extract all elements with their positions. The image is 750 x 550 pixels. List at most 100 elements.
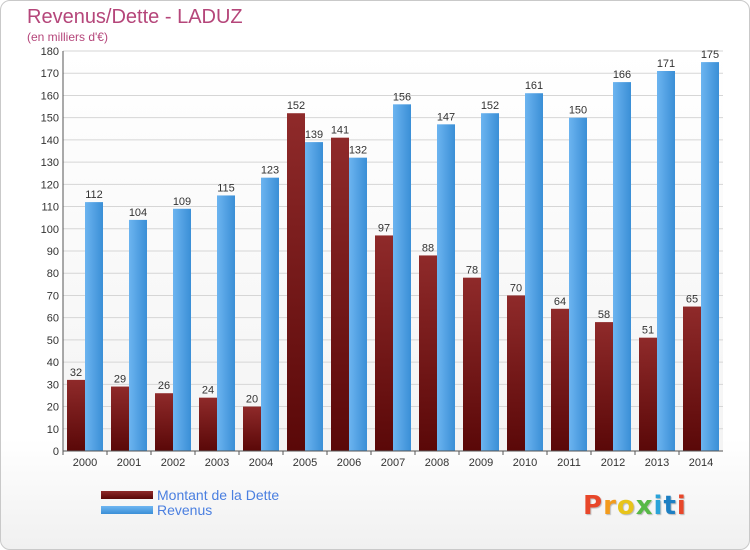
x-tick-label: 2002 <box>161 457 185 469</box>
data-label-debt: 32 <box>70 367 82 379</box>
chart-title: Revenus/Dette - LADUZ <box>27 6 243 28</box>
x-axis-labels: 2000 2001 2002 2003 2004 2005 2006 2007 2008 2009… <box>62 451 713 469</box>
x-tick-label: 2011 <box>557 457 581 469</box>
bar-revenue <box>129 219 147 451</box>
y-tick-label: 20 <box>47 402 59 414</box>
x-tick-label: 2010 <box>513 457 537 469</box>
x-tick-label: 2014 <box>689 457 713 469</box>
data-label-revenue: 109 <box>173 196 191 208</box>
bar-debt <box>375 235 393 451</box>
data-label-debt: 65 <box>686 294 698 306</box>
y-tick-label: 30 <box>47 379 59 391</box>
data-label-debt: 20 <box>246 394 258 406</box>
proxiti-logo: Proxiti <box>583 491 687 521</box>
bar-debt <box>507 295 525 451</box>
bar-debt <box>243 406 261 451</box>
data-label-revenue: 166 <box>613 69 631 81</box>
data-label-debt: 70 <box>510 282 522 294</box>
data-label-revenue: 156 <box>393 91 411 103</box>
bar-debt <box>67 379 85 451</box>
bar-revenue <box>85 202 103 451</box>
data-label-debt: 64 <box>554 296 566 308</box>
x-tick-label: 2006 <box>337 457 361 469</box>
bar-debt <box>551 308 569 451</box>
logo-letter: o <box>616 491 636 521</box>
data-label-debt: 141 <box>331 125 349 137</box>
data-label-debt: 78 <box>466 265 478 277</box>
x-tick-label: 2009 <box>469 457 493 469</box>
legend-swatch-revenue <box>101 506 153 514</box>
data-label-revenue: 123 <box>261 165 279 177</box>
logo-letter: P <box>583 491 604 521</box>
data-label-debt: 88 <box>422 242 434 254</box>
bar-debt <box>595 322 613 451</box>
y-tick-label: 160 <box>41 90 59 102</box>
bar-revenue <box>393 104 411 451</box>
data-label-debt: 26 <box>158 380 170 392</box>
legend-label-revenue: Revenus <box>157 502 213 518</box>
x-tick-label: 2007 <box>381 457 405 469</box>
y-tick-label: 170 <box>41 68 59 80</box>
y-tick-label: 40 <box>47 357 59 369</box>
bar-debt <box>639 337 657 451</box>
bar-revenue <box>437 124 455 451</box>
y-tick-label: 140 <box>41 135 59 147</box>
data-label-revenue: 175 <box>701 49 719 61</box>
y-tick-label: 180 <box>41 46 59 58</box>
x-tick-label: 2001 <box>117 457 141 469</box>
logo-letter: r <box>603 491 617 521</box>
data-label-revenue: 171 <box>657 58 675 70</box>
bar-revenue <box>701 62 719 451</box>
y-tick-label: 0 <box>53 446 59 458</box>
bar-debt <box>199 397 217 451</box>
y-tick-label: 60 <box>47 313 59 325</box>
y-tick-label: 100 <box>41 224 59 236</box>
bar-revenue <box>305 142 323 451</box>
data-label-debt: 24 <box>202 385 214 397</box>
logo-letter: i <box>676 491 687 521</box>
y-axis-labels: 0 10 20 30 40 50 60 70 80 90 100 110 120 130 140 150 160… <box>41 46 59 458</box>
data-label-debt: 29 <box>114 374 126 386</box>
x-tick-label: 2013 <box>645 457 669 469</box>
y-tick-label: 110 <box>41 202 59 214</box>
y-tick-label: 90 <box>47 246 59 258</box>
bar-revenue <box>173 208 191 451</box>
bar-debt <box>463 277 481 451</box>
data-label-revenue: 150 <box>569 105 587 117</box>
logo-letter: i <box>653 491 664 521</box>
y-tick-label: 130 <box>41 157 59 169</box>
x-tick-label: 2005 <box>293 457 317 469</box>
data-label-revenue: 147 <box>437 111 455 123</box>
bar-revenue <box>481 113 499 451</box>
bar-revenue <box>613 82 631 451</box>
x-tick-label: 2008 <box>425 457 449 469</box>
x-tick-label: 2000 <box>73 457 97 469</box>
data-label-revenue: 139 <box>305 129 323 141</box>
bar-debt <box>419 255 437 451</box>
bar-debt <box>287 113 305 451</box>
data-label-debt: 97 <box>378 222 390 234</box>
data-label-debt: 152 <box>287 100 305 112</box>
x-tick-label: 2012 <box>601 457 625 469</box>
data-label-debt: 58 <box>598 309 610 321</box>
y-tick-label: 120 <box>41 179 59 191</box>
data-label-debt: 51 <box>642 325 654 337</box>
x-tick-label: 2003 <box>205 457 229 469</box>
y-tick-label: 50 <box>47 335 59 347</box>
data-label-revenue: 161 <box>525 80 543 92</box>
x-tick-label: 2004 <box>249 457 273 469</box>
legend-label-debt: Montant de la Dette <box>157 487 280 503</box>
bar-debt <box>683 306 701 451</box>
logo-letter: x <box>635 491 654 521</box>
data-label-revenue: 152 <box>481 100 499 112</box>
bar-revenue <box>217 195 235 451</box>
bar-debt <box>331 137 349 451</box>
data-label-revenue: 104 <box>129 207 147 219</box>
data-label-revenue: 115 <box>217 182 235 194</box>
y-tick-label: 80 <box>47 268 59 280</box>
legend-swatch-debt <box>101 491 153 499</box>
chart-subtitle: (en milliers d'€) <box>27 30 108 44</box>
